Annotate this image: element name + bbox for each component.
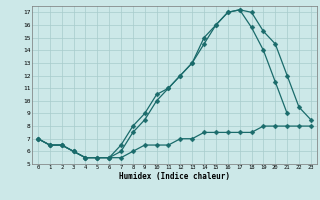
X-axis label: Humidex (Indice chaleur): Humidex (Indice chaleur) (119, 172, 230, 181)
